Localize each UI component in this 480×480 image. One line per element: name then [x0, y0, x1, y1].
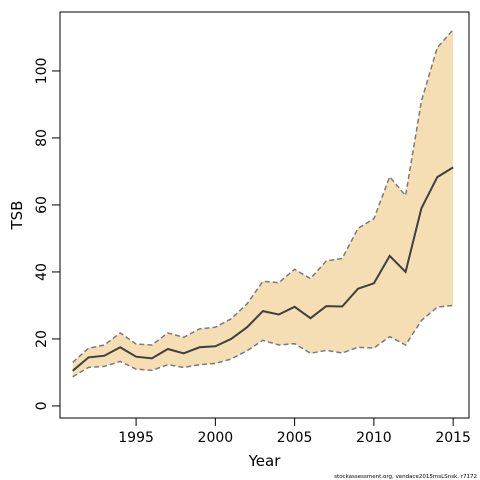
x-axis-label: Year	[248, 452, 282, 470]
x-tick-label: 2010	[356, 430, 392, 446]
y-axis-label: TSB	[8, 201, 26, 231]
lower-bound-line	[72, 304, 454, 378]
y-tick-label: 0	[34, 401, 50, 410]
x-axis: 1995 2000 2005 2010 2015	[118, 418, 471, 446]
plot-frame	[59, 11, 470, 419]
y-tick-label: 100	[34, 58, 50, 85]
upper-bound-line	[72, 29, 454, 363]
y-tick-label: 20	[34, 330, 50, 348]
y-tick-label: 80	[34, 129, 50, 147]
x-tick-label: 2005	[277, 430, 313, 446]
y-tick-label: 40	[34, 263, 50, 281]
estimate-line	[72, 166, 454, 372]
y-axis: 0 20 40 60 80 100	[34, 58, 60, 410]
x-tick-label: 2000	[198, 430, 234, 446]
x-tick-label: 1995	[118, 430, 154, 446]
x-tick-label: 2015	[435, 430, 471, 446]
footnote: stockassessment.org, vendace2015msLSnsk,…	[334, 474, 477, 480]
confidence-band	[72, 29, 454, 377]
y-tick-label: 60	[34, 196, 50, 214]
